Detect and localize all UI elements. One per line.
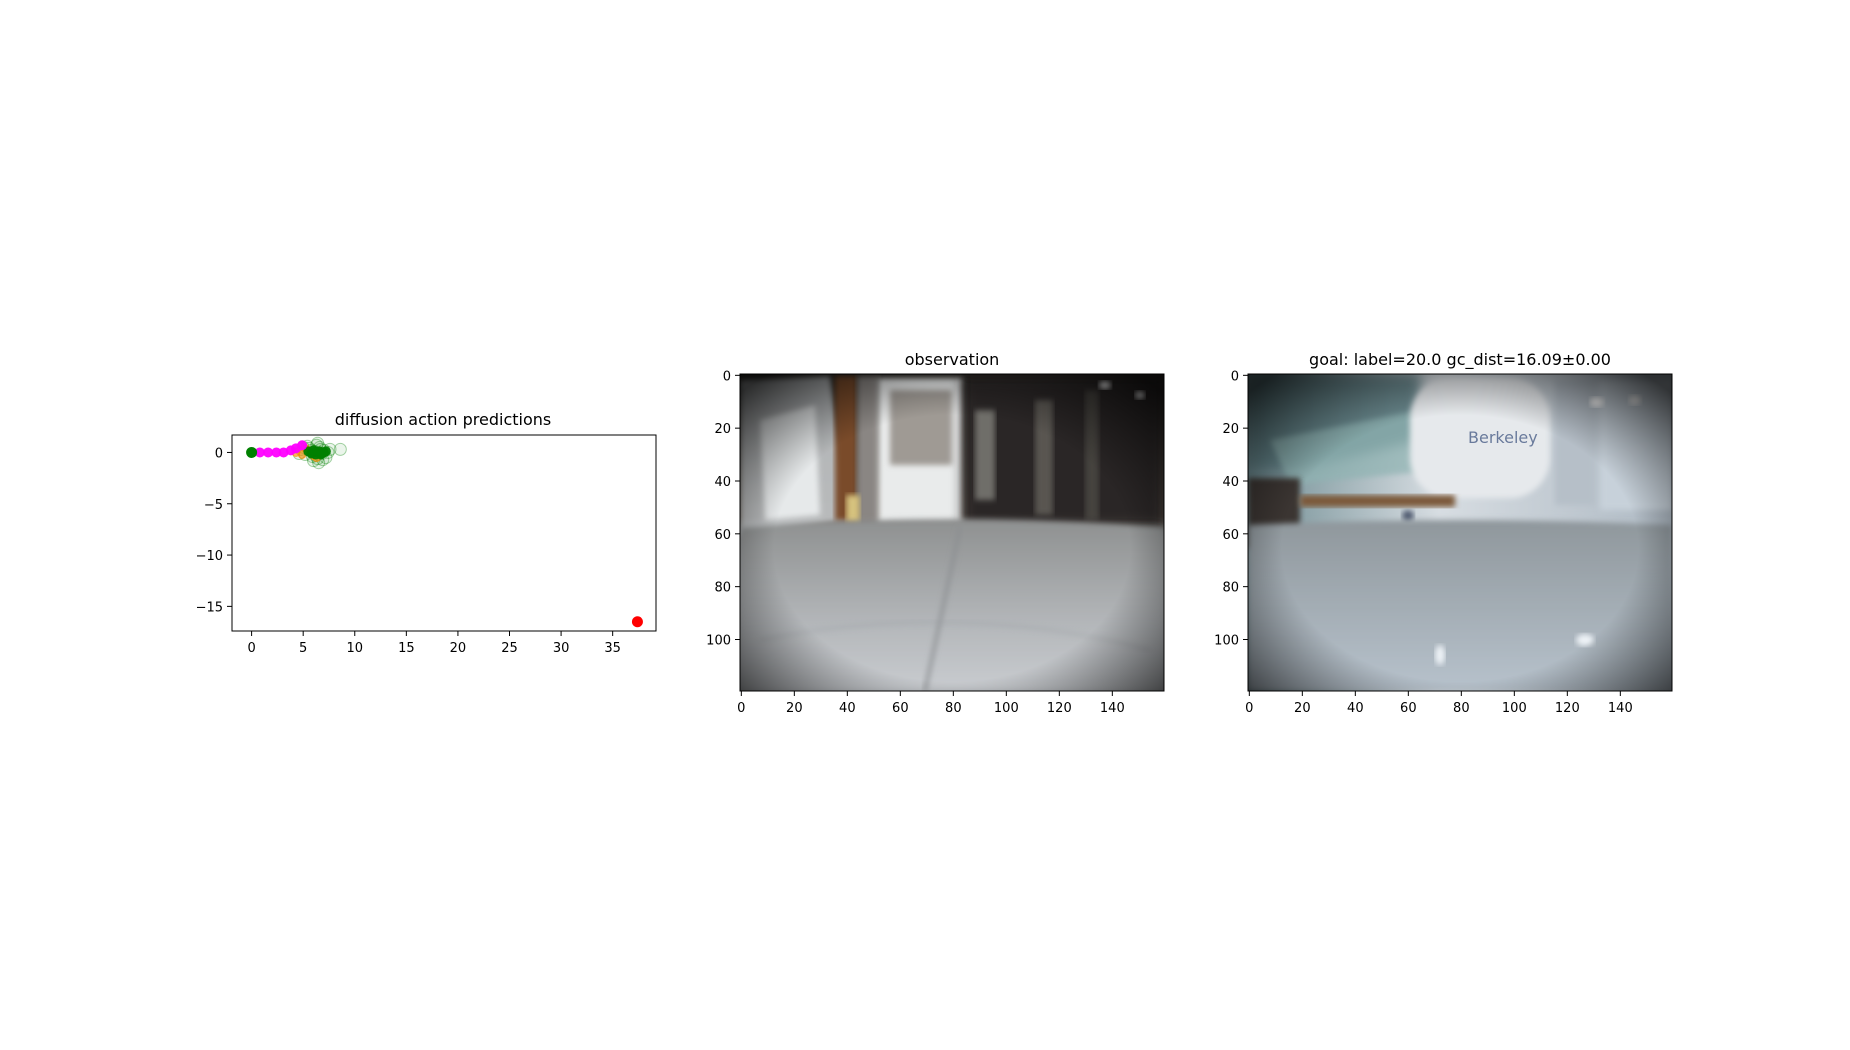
goal-point [631, 616, 643, 628]
observation-x-tick-label: 120 [1047, 701, 1072, 716]
observation-title: observation [905, 350, 1000, 369]
action-plot-y-axis: 0 −5 −10 −15 [196, 446, 232, 615]
action-plot-y-tick-label: −15 [196, 600, 223, 615]
observation-x-tick-label: 0 [737, 701, 745, 716]
mean-point [320, 446, 331, 457]
goal-y-tick-label: 60 [1222, 528, 1239, 543]
observation-x-tick-label: 20 [786, 701, 803, 716]
goal-x-tick-label: 60 [1400, 701, 1417, 716]
observation-y-tick-label: 80 [714, 581, 731, 596]
observation-x-tick-label: 40 [839, 701, 856, 716]
goal-x-tick-label: 120 [1555, 701, 1580, 716]
action-plot-y-tick-label: −5 [204, 498, 223, 513]
observation-x-axis: 0 20 40 60 80 100 120 140 [737, 691, 1125, 716]
observation-y-tick-label: 60 [714, 528, 731, 543]
observation-y-axis: 0 20 40 60 80 100 [706, 369, 740, 648]
goal-y-axis: 0 20 40 60 80 100 [1214, 369, 1248, 648]
observation-panel: observation 0 20 40 60 80 100 120 [706, 350, 1165, 716]
goal-y-tick-label: 100 [1214, 633, 1239, 648]
goal-frame [1247, 373, 1673, 692]
mean-point [254, 447, 265, 458]
action-plot-x-tick-label: 30 [553, 641, 570, 656]
mean-point [271, 447, 282, 458]
goal-x-tick-label: 80 [1453, 701, 1470, 716]
action-plot-x-tick-label: 5 [299, 641, 307, 656]
start-point [246, 446, 258, 458]
goal-x-axis: 0 20 40 60 80 100 120 140 [1245, 691, 1633, 716]
observation-y-tick-label: 100 [706, 633, 731, 648]
observation-image [740, 374, 1164, 691]
goal-title: goal: label=20.0 gc_dist=16.09±0.00 [1309, 350, 1611, 370]
goal-y-tick-label: 0 [1231, 369, 1239, 384]
observation-x-tick-label: 140 [1100, 701, 1125, 716]
action-plot-y-tick-label: −10 [196, 549, 223, 564]
observation-y-tick-label: 0 [723, 369, 731, 384]
action-plot-y-tick-label: 0 [215, 446, 223, 461]
mean-point [263, 447, 274, 458]
action-plot-frame [231, 434, 657, 632]
goal-x-tick-label: 100 [1502, 701, 1527, 716]
goal-panel: goal: label=20.0 gc_dist=16.09±0.00 Berk… [1214, 350, 1673, 716]
action-plot-x-tick-label: 10 [346, 641, 363, 656]
action-plot-x-tick-label: 35 [604, 641, 621, 656]
action-plot-x-tick-label: 15 [398, 641, 415, 656]
observation-y-tick-label: 20 [714, 422, 731, 437]
goal-x-tick-label: 20 [1294, 701, 1311, 716]
action-plot-title: diffusion action predictions [335, 410, 552, 429]
action-predictions-panel: diffusion action predictions 0 5 10 15 20 25 3… [196, 410, 657, 656]
observation-x-tick-label: 80 [945, 701, 962, 716]
goal-y-tick-label: 20 [1222, 422, 1239, 437]
observation-y-tick-label: 40 [714, 475, 731, 490]
observation-x-tick-label: 100 [994, 701, 1019, 716]
action-plot-x-axis: 0 5 10 15 20 25 30 35 [247, 631, 621, 656]
sample-point [333, 442, 347, 456]
action-plot-x-tick-label: 20 [450, 641, 467, 656]
prediction-points [246, 436, 643, 628]
action-plot-x-tick-label: 0 [247, 641, 255, 656]
action-plot-x-tick-label: 25 [501, 641, 518, 656]
goal-y-tick-label: 40 [1222, 475, 1239, 490]
observation-frame [739, 373, 1165, 692]
mean-point [297, 440, 308, 451]
observation-x-tick-label: 60 [892, 701, 909, 716]
goal-x-tick-label: 140 [1608, 701, 1633, 716]
goal-y-tick-label: 80 [1222, 581, 1239, 596]
goal-x-tick-label: 0 [1245, 701, 1253, 716]
goal-image: Berkeley [1248, 374, 1672, 691]
goal-x-tick-label: 40 [1347, 701, 1364, 716]
